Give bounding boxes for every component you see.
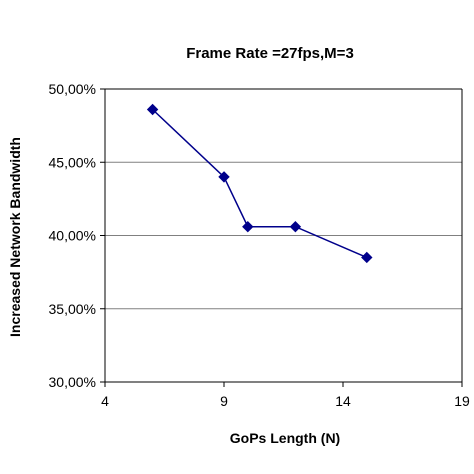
y-tick-label: 50,00% <box>49 81 96 97</box>
x-tick-label: 14 <box>335 393 351 409</box>
data-point <box>218 171 230 183</box>
x-tick-label: 19 <box>454 393 470 409</box>
y-tick-label: 30,00% <box>49 374 96 390</box>
x-tick-label: 9 <box>220 393 228 409</box>
data-point <box>361 251 373 264</box>
y-tick-label: 45,00% <box>49 154 96 170</box>
data-series <box>146 103 373 264</box>
gridlines <box>105 88 462 310</box>
x-tick-label: 4 <box>101 393 109 409</box>
y-tick-label: 40,00% <box>49 228 96 244</box>
data-point <box>146 103 159 116</box>
chart-title: Frame Rate =27fps,M=3 <box>186 45 354 62</box>
x-axis-label: GoPs Length (N) <box>230 430 340 446</box>
y-axis-label: Increased Network Bandwidth <box>7 137 23 337</box>
data-point <box>242 221 254 233</box>
y-tick-label: 35,00% <box>49 301 96 317</box>
x-tick-labels: 4 9 14 19 <box>101 382 470 409</box>
y-tick-labels: 30,00% 35,00% 40,00% 45,00% 50,00% <box>49 81 105 390</box>
data-point <box>289 221 302 233</box>
